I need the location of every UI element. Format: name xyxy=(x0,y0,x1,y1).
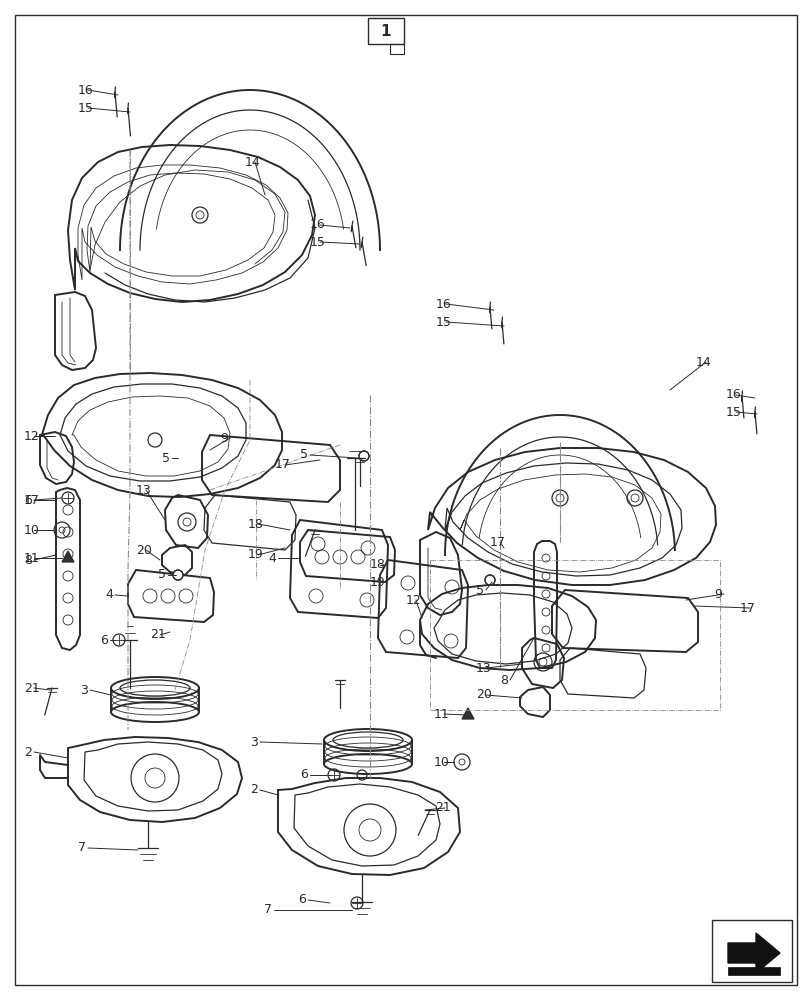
Circle shape xyxy=(556,494,564,502)
Text: 14: 14 xyxy=(245,156,260,169)
Polygon shape xyxy=(461,708,474,719)
Text: 17: 17 xyxy=(489,536,505,548)
Text: 8: 8 xyxy=(500,674,508,686)
Circle shape xyxy=(630,494,638,502)
Text: 6: 6 xyxy=(100,634,108,647)
Polygon shape xyxy=(62,551,74,562)
Text: 21: 21 xyxy=(24,682,40,694)
Text: 11: 11 xyxy=(24,552,40,564)
Text: 21: 21 xyxy=(435,801,450,814)
Text: 9: 9 xyxy=(220,432,228,444)
Text: 6: 6 xyxy=(298,893,306,906)
Text: 5: 5 xyxy=(299,448,307,462)
Text: 1: 1 xyxy=(380,24,391,39)
Text: 6: 6 xyxy=(299,768,307,781)
Text: 10: 10 xyxy=(24,524,40,536)
Text: 19: 19 xyxy=(370,576,385,588)
Text: 20: 20 xyxy=(475,688,491,702)
Text: 9: 9 xyxy=(713,587,721,600)
Text: 17: 17 xyxy=(739,601,755,614)
Text: 7: 7 xyxy=(264,903,272,916)
Text: 21: 21 xyxy=(150,629,165,642)
Text: 15: 15 xyxy=(725,406,741,418)
Text: 2: 2 xyxy=(250,783,258,796)
Circle shape xyxy=(484,575,495,585)
Text: 8: 8 xyxy=(24,554,32,566)
Text: 2: 2 xyxy=(24,746,32,758)
Text: 5: 5 xyxy=(158,568,165,582)
Text: 4: 4 xyxy=(268,552,276,564)
Text: 13: 13 xyxy=(135,484,152,496)
Text: 19: 19 xyxy=(247,548,264,562)
Text: 4: 4 xyxy=(105,588,113,601)
Text: 12: 12 xyxy=(24,430,40,442)
Text: 13: 13 xyxy=(475,662,491,674)
Text: 6: 6 xyxy=(24,493,32,506)
Text: 20: 20 xyxy=(135,544,152,556)
Text: 10: 10 xyxy=(433,756,449,768)
Text: 12: 12 xyxy=(406,593,421,606)
Text: 18: 18 xyxy=(247,518,264,530)
Text: 16: 16 xyxy=(725,388,740,401)
Text: 16: 16 xyxy=(436,298,451,310)
Polygon shape xyxy=(727,933,779,973)
Text: 15: 15 xyxy=(436,316,451,328)
Text: 5: 5 xyxy=(162,452,169,464)
Circle shape xyxy=(195,211,204,219)
Polygon shape xyxy=(727,967,779,975)
Text: 14: 14 xyxy=(695,356,711,368)
Text: 15: 15 xyxy=(310,235,325,248)
Text: 15: 15 xyxy=(78,102,94,115)
Circle shape xyxy=(173,570,182,580)
Text: 18: 18 xyxy=(370,558,385,572)
Text: 5: 5 xyxy=(475,584,483,596)
Text: 17: 17 xyxy=(24,493,40,506)
Text: 11: 11 xyxy=(433,708,449,720)
Text: 3: 3 xyxy=(80,684,88,696)
Text: 7: 7 xyxy=(78,841,86,854)
Text: 3: 3 xyxy=(250,736,258,748)
Text: 16: 16 xyxy=(310,219,325,232)
Text: 17: 17 xyxy=(275,458,290,472)
Circle shape xyxy=(358,451,368,461)
Text: 16: 16 xyxy=(78,84,93,97)
